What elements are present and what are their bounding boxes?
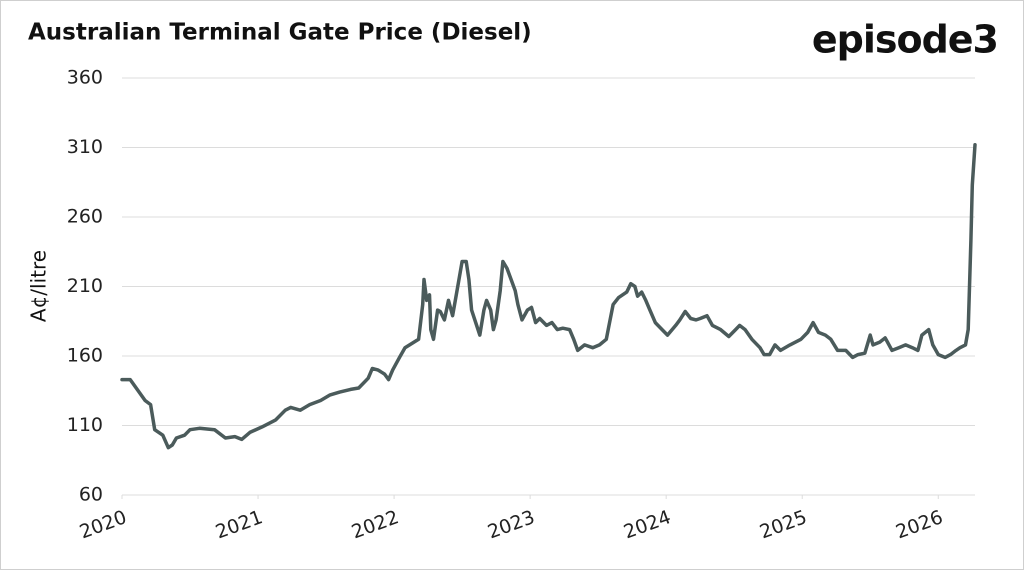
y-tick-label: 310 [67, 136, 103, 158]
y-tick-label: 110 [67, 414, 103, 436]
y-axis-label: A¢/litre [27, 250, 51, 322]
y-tick-label: 160 [67, 345, 103, 367]
y-tick-label: 60 [79, 484, 103, 506]
price-line [120, 142, 977, 450]
y-tick-label: 260 [67, 206, 103, 228]
y-tick-label: 360 [67, 67, 103, 89]
y-tick-label: 210 [67, 275, 103, 297]
logo: episode3 [812, 18, 998, 62]
chart-title: Australian Terminal Gate Price (Diesel) [28, 20, 532, 46]
